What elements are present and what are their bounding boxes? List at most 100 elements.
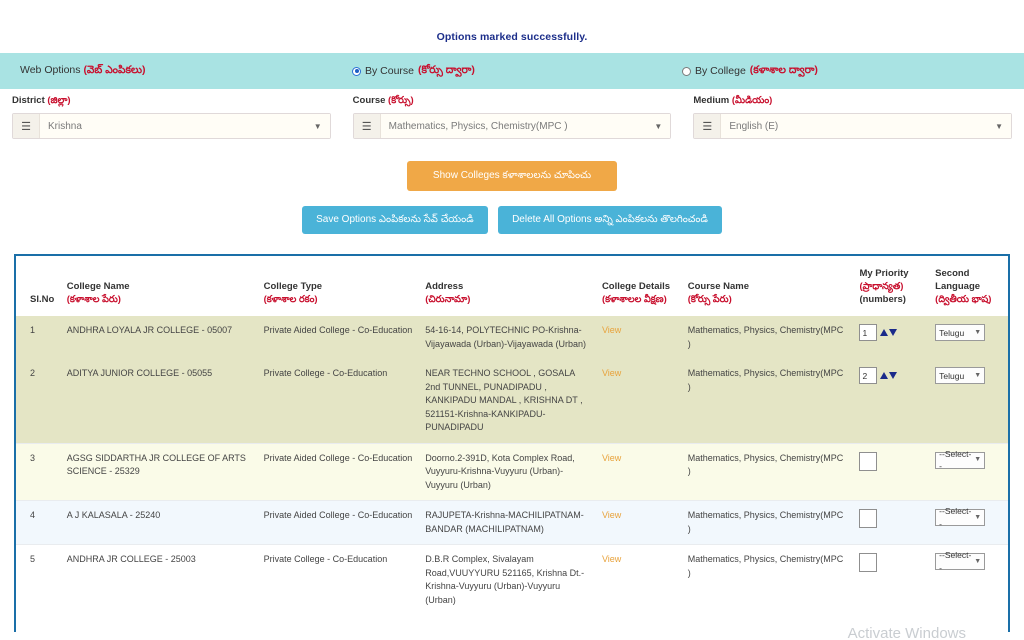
header-college-name: College Name (కళాశాల పేరు) (60, 256, 258, 317)
header-my-priority-sub: (numbers) (859, 293, 906, 305)
arrow-up-icon[interactable] (880, 372, 889, 380)
medium-select-value-wrap[interactable]: English (E) ▼ (721, 114, 1012, 138)
cell-my-priority (853, 544, 930, 616)
radio-by-college-icon[interactable] (682, 66, 691, 76)
cell-sl-no: 4 (16, 500, 61, 545)
header-address: Address (చిరునామా) (419, 256, 596, 317)
cell-college-name: ADITYA JUNIOR COLLEGE - 05055 (60, 359, 258, 444)
delete-all-options-button[interactable]: Delete All Options అన్ని ఎంపికలను తొలగిం… (498, 206, 722, 234)
medium-group: Medium (మీడియం) ☰ English (E) ▼ (693, 95, 1013, 139)
cell-college-name: ANDHRA JR COLLEGE - 25003 (60, 544, 258, 616)
cell-sl-no: 5 (16, 544, 61, 616)
second-language-value: Telugu (939, 370, 965, 381)
course-select[interactable]: ☰ Mathematics, Physics, Chemistry(MPC ) … (352, 113, 672, 139)
district-select[interactable]: ☰ Krishna ▼ (12, 113, 331, 139)
header-college-name-en: College Name (66, 280, 130, 292)
district-label-en: District (12, 95, 45, 106)
priority-input[interactable] (859, 553, 878, 573)
cell-second-language: Telugu ▼ (929, 316, 1008, 360)
medium-label: Medium (మీడియం) (693, 95, 1012, 108)
radio-by-college-label-en: By College (695, 65, 746, 77)
second-language-select[interactable]: Telugu ▼ (935, 324, 986, 342)
medium-select-value: English (E) (729, 120, 779, 132)
table-row: 1 ANDHRA LOYALA JR COLLEGE - 05007 Private… (16, 316, 1008, 360)
header-college-type: College Type (కళాశాల రకం) (257, 256, 420, 317)
arrow-down-icon[interactable] (889, 372, 898, 380)
table-header-row: Sl.No College Name (కళాశాల పేరు) College… (16, 256, 1008, 317)
district-select-value-wrap[interactable]: Krishna ▼ (40, 114, 330, 138)
action-buttons-row: Save Options ఎంపికలను సేవ్ చేయండి Delete… (0, 206, 1024, 234)
table-row: 3 AGSG SIDDARTHA JR COLLEGE OF ARTS SCIEN… (16, 442, 1008, 501)
cell-second-language: --Select-- ▼ (929, 500, 1008, 545)
header-course-name: Course Name (కోర్సు పేరు) (681, 256, 854, 317)
radio-by-college-label-te: (కళాశాల ద్వారా) (749, 63, 818, 76)
cell-sl-no: 1 (16, 316, 61, 360)
show-colleges-area: Show Colleges కళాశాలలను చూపించు (0, 161, 1024, 191)
second-language-select[interactable]: --Select-- ▼ (935, 449, 986, 471)
priority-input[interactable] (859, 324, 878, 342)
web-options-label-te: (వెబ్ ఎంపికలు) (83, 63, 146, 76)
second-language-select[interactable]: --Select-- ▼ (935, 550, 986, 573)
header-college-type-te: (కళాశాల రకం) (263, 293, 318, 305)
view-link[interactable]: View (601, 452, 622, 463)
cell-address: D.B.R Complex, Sivalayam Road,VUUYYURU 5… (419, 544, 596, 616)
header-sl-no: Sl.No (16, 256, 61, 317)
show-colleges-button[interactable]: Show Colleges కళాశాలలను చూపించు (406, 161, 618, 191)
radio-by-course-icon[interactable] (352, 66, 361, 76)
view-link[interactable]: View (601, 325, 622, 336)
header-college-details-te: (కళాశాలల వీక్షణ) (601, 293, 667, 305)
status-message: Options marked successfully. (436, 31, 588, 43)
second-language-select[interactable]: --Select-- ▼ (935, 506, 986, 529)
cell-college-details: View (595, 316, 682, 360)
priority-control (859, 324, 923, 342)
header-address-en: Address (425, 280, 464, 292)
second-language-select[interactable]: Telugu ▼ (935, 367, 986, 385)
cell-second-language: --Select-- ▼ (929, 544, 1008, 616)
table-row: 5 ANDHRA JR COLLEGE - 25003 Private Colleg… (16, 544, 1008, 616)
view-link[interactable]: View (601, 554, 622, 565)
course-label-en: Course (352, 95, 386, 106)
priority-input[interactable] (859, 367, 878, 385)
header-course-name-te: (కోర్సు పేరు) (687, 293, 732, 305)
priority-input[interactable] (859, 451, 878, 471)
course-select-value: Mathematics, Physics, Chemistry(MPC ) (388, 120, 568, 132)
chevron-down-icon: ▼ (974, 328, 982, 336)
table-row: 2 ADITYA JUNIOR COLLEGE - 05055 Private Co… (16, 359, 1008, 444)
view-link[interactable]: View (601, 368, 622, 379)
arrow-up-icon[interactable] (880, 329, 889, 337)
view-link[interactable]: View (601, 510, 622, 521)
chevron-down-icon: ▼ (974, 557, 982, 565)
course-select-value-wrap[interactable]: Mathematics, Physics, Chemistry(MPC ) ▼ (380, 114, 671, 138)
header-my-priority-te: (ప్రాధాన్యత) (859, 280, 904, 292)
header-college-name-te: (కళాశాల పేరు) (66, 293, 121, 305)
course-label: Course (కోర్సు) (353, 95, 672, 108)
web-options-label: Web Options (వెబ్ ఎంపికలు) (0, 64, 352, 79)
course-group: Course (కోర్సు) ☰ Mathematics, Physics, … (352, 95, 672, 139)
cell-my-priority (853, 359, 930, 444)
cell-college-details: View (595, 359, 682, 444)
table-header: Sl.No College Name (కళాశాల పేరు) College… (16, 256, 1008, 317)
header-college-details-en: College Details (601, 280, 671, 292)
chevron-down-icon: ▼ (654, 121, 663, 131)
medium-select[interactable]: ☰ English (E) ▼ (693, 113, 1013, 139)
priority-input[interactable] (859, 509, 878, 529)
header-second-language-en: Second Language (935, 268, 981, 292)
radio-by-course[interactable]: By Course (కోర్సు ద్వారా) (352, 64, 682, 79)
medium-label-en: Medium (693, 95, 730, 106)
cell-college-name: A J KALASALA - 25240 (60, 500, 258, 545)
web-options-label-en: Web Options (20, 63, 81, 76)
list-icon: ☰ (694, 114, 722, 138)
save-options-button[interactable]: Save Options ఎంపికలను సేవ్ చేయండి (302, 206, 488, 234)
cell-my-priority (853, 316, 930, 360)
priority-control (859, 367, 923, 385)
cell-sl-no: 3 (16, 442, 61, 501)
table-body: 1 ANDHRA LOYALA JR COLLEGE - 05007 Private… (16, 316, 1008, 616)
chevron-down-icon: ▼ (974, 371, 982, 379)
radio-by-college[interactable]: By College (కళాశాల ద్వారా) (682, 64, 818, 79)
arrow-down-icon[interactable] (889, 329, 898, 337)
list-icon: ☰ (13, 114, 40, 138)
header-second-language-te: (ద్వితీయ భాష) (935, 293, 992, 305)
list-icon: ☰ (353, 114, 381, 138)
selectors-row: District (జిల్లా) ☰ Krishna ▼ Course (కో… (0, 89, 1024, 139)
